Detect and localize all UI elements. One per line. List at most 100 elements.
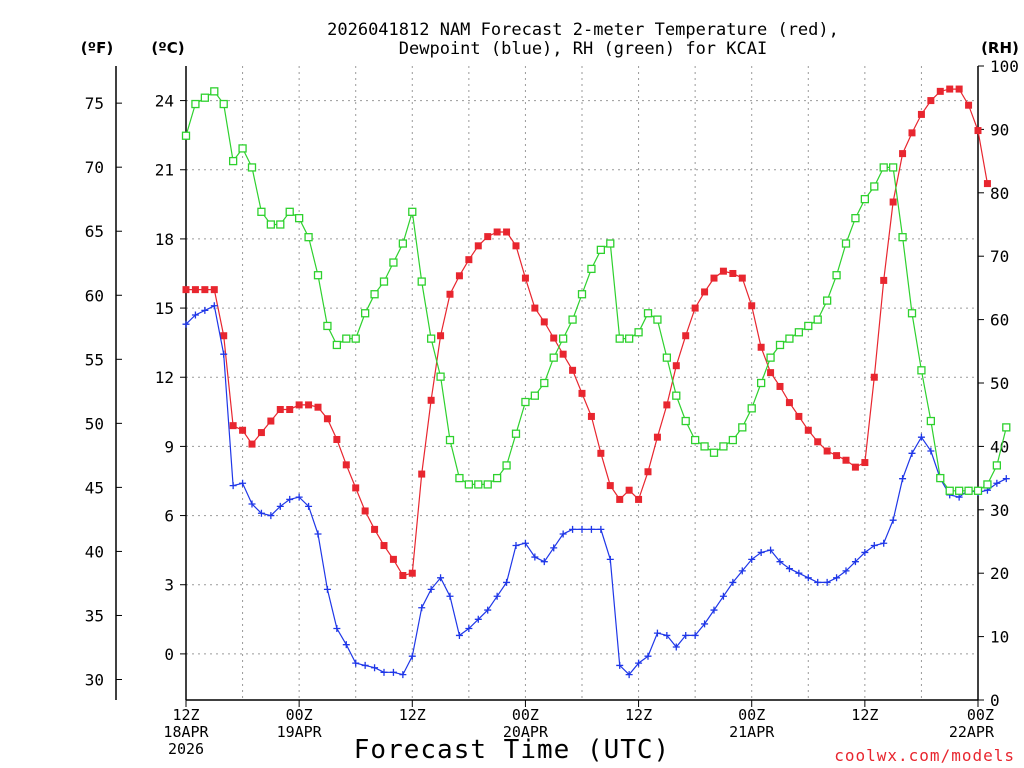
rh-unit-label: (RH) bbox=[981, 39, 1019, 57]
temperature-point bbox=[276, 406, 284, 414]
fahrenheit-tick-label: 30 bbox=[85, 671, 104, 690]
dewpoint-point bbox=[842, 567, 850, 575]
rh-point bbox=[672, 391, 681, 400]
dewpoint-point bbox=[314, 530, 322, 538]
dewpoint-point bbox=[239, 479, 247, 487]
temperature-point bbox=[465, 256, 473, 264]
x-tick-label: 2026 bbox=[168, 740, 204, 758]
dewpoint-point bbox=[540, 558, 548, 566]
dewpoint-point bbox=[823, 578, 831, 586]
temperature-point bbox=[418, 470, 426, 478]
dewpoint-point bbox=[446, 592, 454, 600]
temperature-point bbox=[540, 318, 548, 326]
rh-tick-label: 50 bbox=[990, 374, 1009, 393]
temperature-point bbox=[455, 272, 463, 280]
rh-tick-label: 60 bbox=[990, 311, 1009, 330]
dewpoint-point bbox=[767, 546, 775, 554]
rh-point bbox=[483, 480, 492, 489]
temperature-point bbox=[719, 267, 727, 275]
temperature-point bbox=[672, 362, 680, 370]
x-tick-label: 18APR bbox=[163, 723, 209, 741]
rh-point bbox=[474, 480, 483, 489]
rh-point bbox=[690, 435, 700, 445]
dewpoint-point bbox=[493, 592, 501, 600]
temperature-point bbox=[757, 343, 765, 351]
temperature-point bbox=[257, 429, 265, 437]
temperature-point bbox=[955, 85, 963, 93]
dewpoint-point bbox=[295, 493, 303, 501]
rh-point bbox=[973, 486, 983, 495]
rh-point bbox=[370, 290, 379, 299]
dewpoint-point bbox=[352, 659, 360, 667]
rh-point bbox=[804, 321, 813, 331]
rh-point bbox=[398, 239, 408, 248]
temperature-point bbox=[606, 482, 614, 490]
rh-point bbox=[822, 296, 832, 305]
dewpoint-point bbox=[880, 539, 888, 547]
x-tick-label: 00Z bbox=[738, 706, 765, 724]
dewpoint-point bbox=[1002, 475, 1010, 483]
temperature-point bbox=[380, 542, 388, 550]
rh-point bbox=[879, 163, 888, 172]
rh-point bbox=[860, 194, 870, 204]
dewpoint-point bbox=[635, 659, 643, 667]
temperature-point bbox=[597, 449, 605, 457]
dewpoint-point bbox=[220, 350, 228, 358]
gridlines bbox=[186, 66, 978, 700]
dewpoint-point bbox=[861, 548, 869, 556]
temperature-point bbox=[880, 276, 888, 284]
dewpoint-point bbox=[276, 502, 284, 510]
dewpoint-point bbox=[785, 565, 793, 573]
dewpoint-point bbox=[408, 652, 416, 660]
dewpoint-point bbox=[191, 311, 199, 319]
temperature-point bbox=[531, 304, 539, 312]
dewpoint-point bbox=[389, 668, 397, 676]
temperature-point bbox=[550, 334, 558, 342]
rh-point bbox=[606, 239, 615, 248]
rh-point bbox=[643, 309, 653, 318]
celsius-tick-label: 6 bbox=[164, 507, 174, 526]
dewpoint-point bbox=[380, 668, 388, 676]
temperature-point bbox=[682, 332, 690, 340]
dewpoint-point bbox=[474, 615, 482, 623]
dewpoint-point bbox=[465, 625, 473, 633]
dewpoint-point bbox=[701, 620, 709, 628]
dewpoint-point bbox=[531, 553, 539, 561]
temperature-point bbox=[653, 433, 661, 441]
dewpoint-point bbox=[748, 555, 756, 563]
rh-point bbox=[813, 315, 822, 324]
rh-point bbox=[304, 233, 313, 242]
rh-point bbox=[992, 461, 1002, 470]
x-tick-label: 00Z bbox=[286, 706, 313, 724]
rh-point bbox=[615, 334, 624, 343]
rh-point bbox=[1002, 423, 1011, 432]
dewpoint-point bbox=[503, 578, 511, 586]
temperature-point bbox=[635, 495, 643, 503]
dewpoint-point bbox=[569, 525, 577, 533]
x-tick-label: 20APR bbox=[503, 723, 549, 741]
rh-tick-label: 0 bbox=[990, 691, 1000, 710]
rh-point bbox=[332, 340, 342, 350]
fahrenheit-tick-label: 45 bbox=[85, 478, 104, 497]
celsius-tick-label: 15 bbox=[155, 299, 174, 318]
temperature-point bbox=[965, 101, 973, 109]
x-tick-label: 21APR bbox=[729, 723, 775, 741]
temperature-point bbox=[314, 403, 322, 411]
rh-point bbox=[200, 93, 210, 102]
dewpoint-point bbox=[182, 320, 190, 328]
rh-point bbox=[228, 156, 238, 166]
temperature-point bbox=[521, 274, 529, 282]
temperature-point bbox=[983, 180, 991, 188]
rh-point bbox=[775, 340, 785, 350]
rh-point bbox=[511, 429, 521, 438]
dewpoint-point bbox=[578, 525, 586, 533]
rh-point bbox=[936, 473, 945, 483]
rh-point bbox=[917, 366, 926, 375]
fahrenheit-tick-label: 50 bbox=[85, 414, 104, 433]
temperature-point bbox=[917, 110, 925, 118]
rh-point bbox=[728, 435, 738, 445]
temperature-point bbox=[748, 302, 756, 310]
dewpoint-point bbox=[710, 606, 718, 614]
rh-point bbox=[700, 442, 709, 451]
rh-point bbox=[323, 321, 332, 331]
